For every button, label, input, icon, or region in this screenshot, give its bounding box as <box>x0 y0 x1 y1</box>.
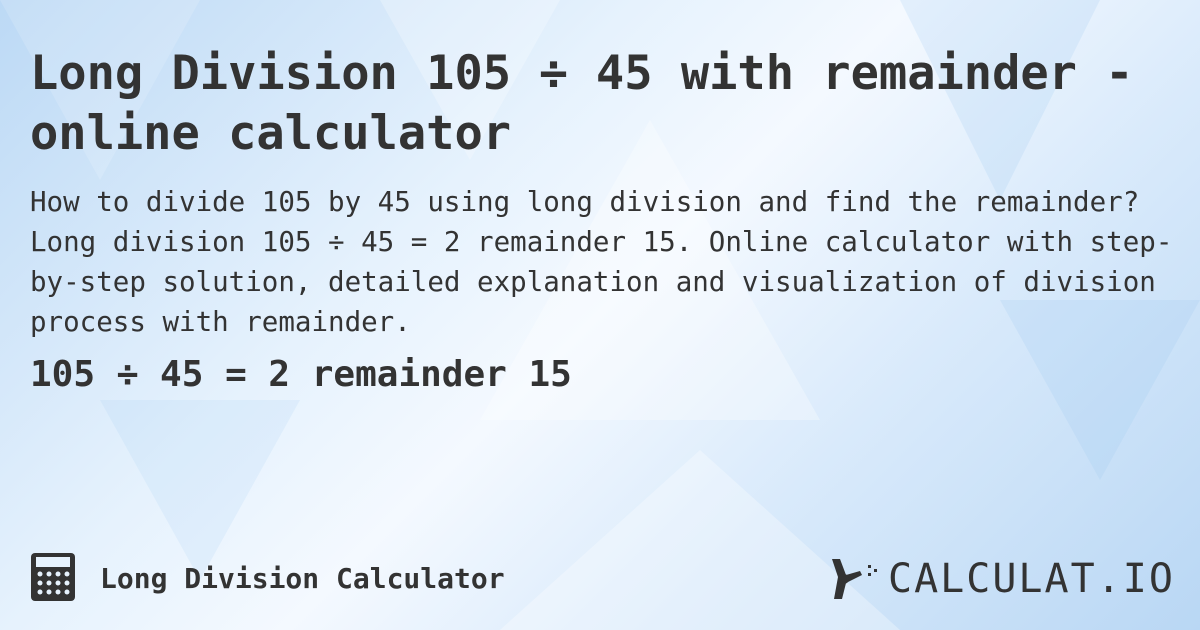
calculator-name: Long Division Calculator <box>100 562 505 595</box>
description: How to divide 105 by 45 using long divis… <box>30 186 1173 338</box>
calculat-io-logo[interactable]: CALCULAT.IO <box>828 556 1175 602</box>
logo-text: CALCULAT.IO <box>888 556 1175 602</box>
page-title: Long Division 105 ÷ 45 with remainder - … <box>30 46 1134 161</box>
magic-hand-icon <box>832 559 877 599</box>
result: 105 ÷ 45 = 2 remainder 15 <box>30 354 572 395</box>
calculator-icon <box>31 553 75 601</box>
